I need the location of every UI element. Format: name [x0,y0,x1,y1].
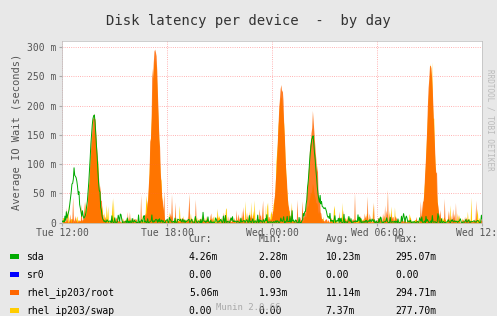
Text: 11.14m: 11.14m [326,288,361,298]
Text: 0.00: 0.00 [189,306,212,316]
Text: 0.00: 0.00 [395,270,418,280]
Text: 294.71m: 294.71m [395,288,436,298]
Text: 2.28m: 2.28m [258,252,288,262]
Text: Munin 2.0.66: Munin 2.0.66 [216,303,281,312]
Text: sr0: sr0 [26,270,44,280]
Y-axis label: Average IO Wait (seconds): Average IO Wait (seconds) [11,54,22,210]
Text: 0.00: 0.00 [189,270,212,280]
Text: 295.07m: 295.07m [395,252,436,262]
Text: rhel_ip203/root: rhel_ip203/root [26,287,114,298]
Text: 0.00: 0.00 [258,306,282,316]
Text: RRDTOOL / TOBI OETIKER: RRDTOOL / TOBI OETIKER [486,69,495,171]
Text: 0.00: 0.00 [326,270,349,280]
Text: sda: sda [26,252,44,262]
Text: Max:: Max: [395,234,418,244]
Text: 5.06m: 5.06m [189,288,218,298]
Text: Min:: Min: [258,234,282,244]
Text: 10.23m: 10.23m [326,252,361,262]
Text: Disk latency per device  -  by day: Disk latency per device - by day [106,14,391,28]
Text: rhel_ip203/swap: rhel_ip203/swap [26,305,114,316]
Text: 277.70m: 277.70m [395,306,436,316]
Text: 1.93m: 1.93m [258,288,288,298]
Text: Cur:: Cur: [189,234,212,244]
Text: Avg:: Avg: [326,234,349,244]
Text: 7.37m: 7.37m [326,306,355,316]
Text: 4.26m: 4.26m [189,252,218,262]
Text: 0.00: 0.00 [258,270,282,280]
